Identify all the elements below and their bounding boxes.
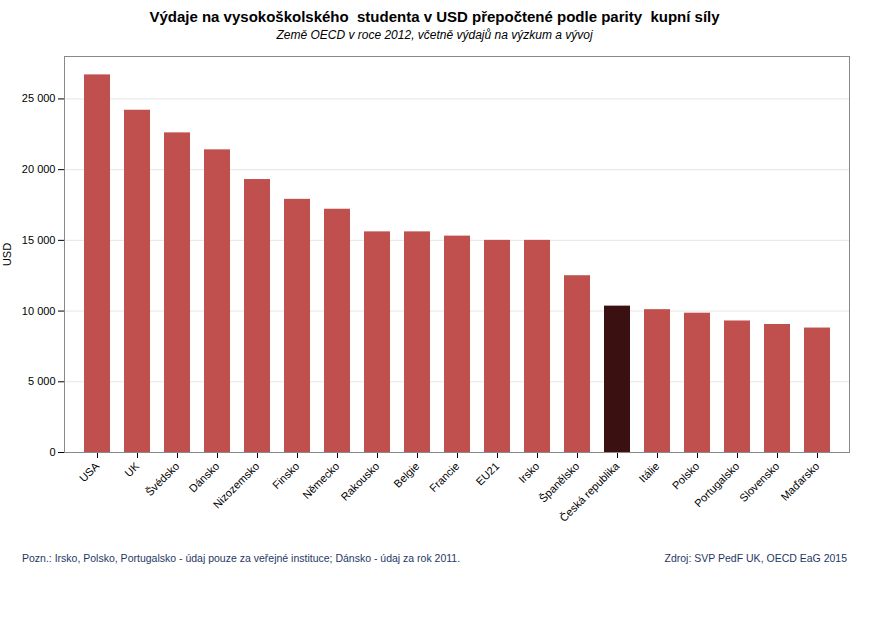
svg-text:Německo: Německo [300, 460, 341, 501]
html-text:Zdroj: SVP PedF UK, OECD EaG 2: Zdroj: SVP PedF UK, OECD EaG 2015 [664, 552, 847, 564]
svg-text:5 000: 5 000 [28, 375, 56, 387]
svg-text:Irsko: Irsko [516, 460, 541, 485]
svg-text:Slovensko: Slovensko [737, 460, 781, 504]
svg-text:25 000: 25 000 [22, 92, 56, 104]
svg-text:Rakousko: Rakousko [338, 460, 381, 503]
svg-text:Španělsko: Španělsko [536, 459, 582, 505]
svg-text:10 000: 10 000 [22, 305, 56, 317]
svg-text:USD: USD [1, 243, 13, 266]
svg-text:Švédsko: Švédsko [143, 460, 181, 498]
svg-text:EU21: EU21 [473, 460, 501, 488]
svg-text:Dánsko: Dánsko [187, 460, 222, 495]
html-text:Země OECD v roce 2012, včetně: Země OECD v roce 2012, včetně výdajů na … [276, 28, 593, 42]
svg-text:20 000: 20 000 [22, 163, 56, 175]
svg-text:Itálie: Itálie [636, 460, 661, 485]
svg-text:15 000: 15 000 [22, 234, 56, 246]
svg-text:Portugalsko: Portugalsko [692, 460, 742, 510]
svg-text:Maďarsko: Maďarsko [778, 460, 821, 503]
svg-text:Finsko: Finsko [270, 460, 301, 491]
svg-text:Francie: Francie [427, 460, 461, 494]
html-text:Výdaje na vysokoškolského stud: Výdaje na vysokoškolského studenta v USD… [149, 8, 720, 25]
svg-text:Česká republika: Česká republika [557, 459, 622, 524]
html-text:Pozn.: Irsko, Polsko, Portugal: Pozn.: Irsko, Polsko, Portugalsko - údaj… [22, 552, 461, 564]
svg-text:Nizozemsko: Nizozemsko [211, 460, 262, 511]
svg-text:Belgie: Belgie [391, 460, 421, 490]
svg-text:UK: UK [122, 459, 142, 479]
svg-text:USA: USA [77, 459, 102, 484]
svg-text:0: 0 [49, 446, 55, 458]
svg-text:Polsko: Polsko [670, 460, 702, 492]
